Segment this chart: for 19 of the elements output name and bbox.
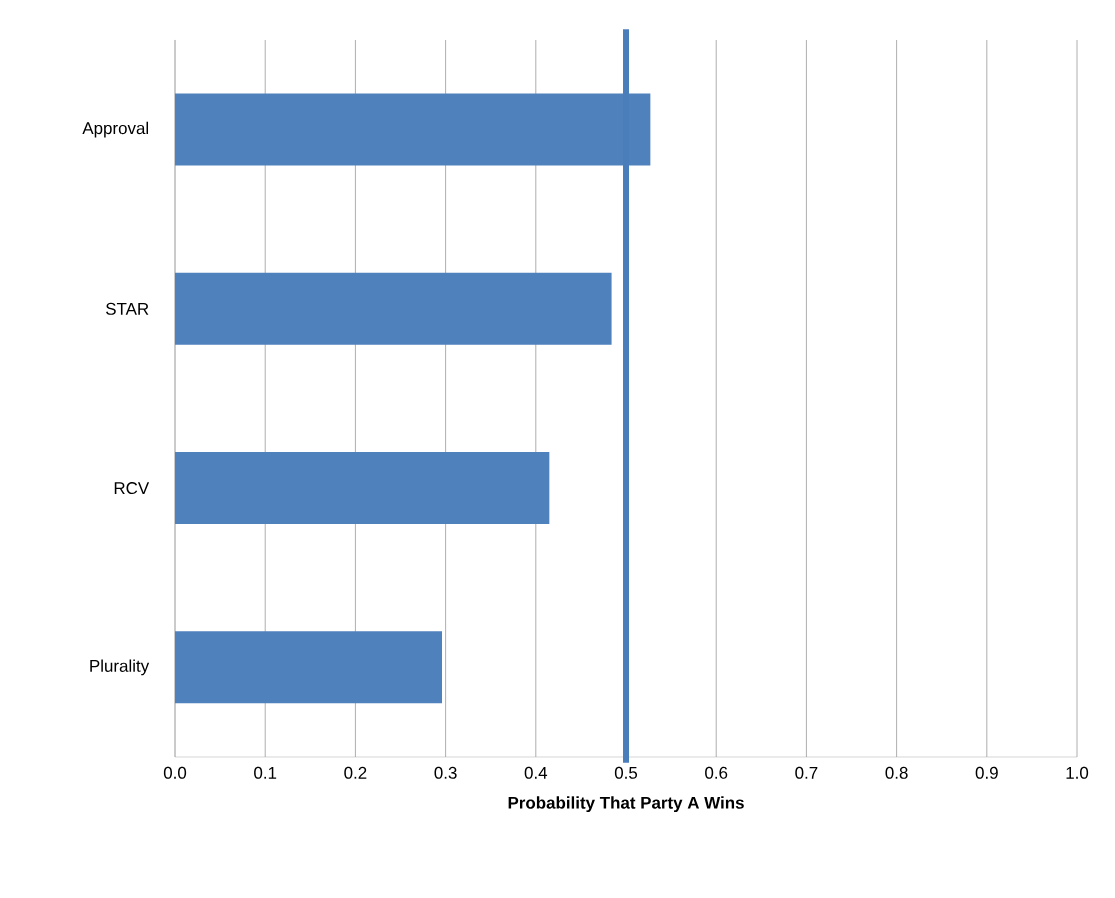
x-tick-label: 0.1 — [254, 766, 277, 779]
x-tick-label: 0.4 — [524, 766, 548, 779]
bar — [175, 452, 550, 525]
x-tick-label: 0.0 — [163, 766, 187, 779]
x-tick-label: 0.5 — [614, 766, 638, 779]
y-tick-label: RCV — [114, 482, 150, 495]
x-tick-label: 1.0 — [1066, 766, 1089, 779]
x-tick-label: 0.6 — [705, 766, 728, 779]
y-tick-label: STAR — [106, 302, 149, 315]
x-axis-title: Probability That Party A Wins — [508, 796, 744, 813]
bar — [175, 272, 612, 345]
y-tick-label: Approval — [82, 121, 149, 138]
x-tick-label: 0.9 — [975, 766, 998, 779]
x-tick-label: 0.2 — [344, 766, 367, 779]
x-tick-label: 0.8 — [885, 766, 908, 779]
y-tick-label: Plurality — [90, 659, 150, 676]
x-tick-label: 0.7 — [795, 766, 818, 779]
x-tick-label: 0.3 — [434, 766, 457, 779]
bar — [175, 631, 442, 704]
